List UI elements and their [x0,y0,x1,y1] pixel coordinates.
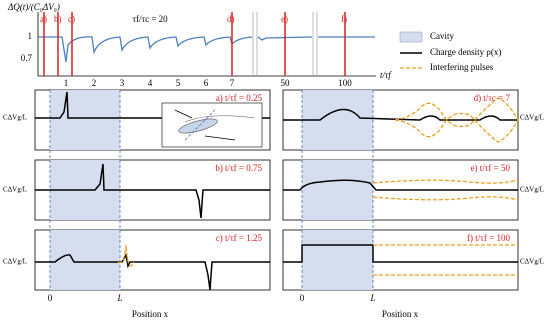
x-tick: 5 [176,78,181,88]
marker-label: c) [68,14,75,24]
x-label: Position x [132,309,169,319]
x-tick: 0 [48,293,53,303]
y-tick: 0.7 [21,53,33,63]
rho-curve [283,108,518,121]
charge-curve [38,36,375,63]
y-label: ΔQ(t)/(C₀ΔV₀) [7,2,60,12]
x-tick: 0 [300,293,305,303]
panel-label: b) t/τf = 0.75 [215,163,262,173]
rho-curve [283,244,518,263]
panel-label: f) t/τf = 100 [467,233,510,243]
x-tick: 6 [204,78,209,88]
position-axes: 0 L Position x 0 L Position x [48,293,419,319]
marker-label: d) [227,14,235,24]
x-tick: 4 [148,78,153,88]
x-label: t/τf [380,70,392,80]
rho-curve [35,252,270,291]
x-tick: 3 [120,78,125,88]
breaks [252,12,318,76]
legend-item: Cavity [430,31,454,41]
x-tick: 1 [64,78,69,88]
rho-curve [35,163,270,219]
pulse [372,179,519,201]
legend-item: Interfering pulses [430,62,494,72]
y-label: CΔVg/L [520,114,544,122]
marker-label: a) [40,14,47,24]
rho-curve [283,179,518,191]
time-markers: a) b) c) d) e) f) [40,12,347,76]
pulse [373,244,518,276]
marker-label: e) [281,14,288,24]
y-label: CΔVg/L [520,258,544,266]
pulse [394,97,519,143]
x-tick: 2 [92,78,97,88]
legend-item: Charge density ρ(x) [430,47,501,57]
marker-label: f) [341,14,347,24]
x-label: Position x [382,309,419,319]
y-label: CΔVg/L [520,186,544,194]
panel-y-labels: CΔVg/L CΔVg/L CΔVg/L CΔVg/L CΔVg/L CΔVg/… [3,114,544,266]
panel-label: c) t/τf = 1.25 [216,233,263,243]
y-tick: 1 [28,31,33,41]
legend: Cavity Charge density ρ(x) Interfering p… [399,31,501,72]
pulse [117,244,135,267]
x-tick: 50 [281,78,291,88]
panel-label: d) t/τc = 7 [474,93,511,103]
y-label: CΔVg/L [3,186,27,194]
y-label: CΔVg/L [3,114,27,122]
ratio-label: τf/τc = 20 [132,14,168,24]
x-tick: L [369,293,375,303]
panel-label: a) t/τf = 0.25 [216,93,263,103]
y-label: CΔVg/L [3,258,27,266]
x-ticks: 1 2 3 4 5 6 7 50 100 [64,78,353,88]
panel-label: e) t/τf = 50 [471,163,511,173]
top-plot: ΔQ(t)/(C₀ΔV₀) t/τf 1 0.7 1 2 3 4 5 6 7 5… [7,2,392,88]
panels: a) t/τf = 0.25 b) t/τf = 0.75 c) t/τf = … [34,89,519,291]
x-tick: L [116,293,122,303]
x-tick: 100 [338,78,352,88]
marker-label: b) [54,14,62,24]
x-tick: 7 [230,78,235,88]
